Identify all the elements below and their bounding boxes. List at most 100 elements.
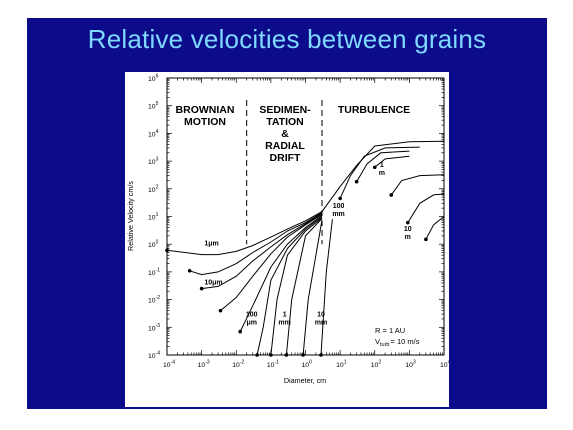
velocity-curve <box>320 219 333 356</box>
region-sedimentation: SEDIMEN- TATION & RADIAL DRIFT <box>259 104 311 164</box>
y-tick-label: 10-2 <box>148 295 160 305</box>
tick-base: 10 <box>148 242 156 249</box>
curve-start-dot <box>187 268 192 273</box>
region-turbulence: TURBULENCE <box>338 104 410 116</box>
region-label-line: & <box>281 128 289 140</box>
tick-exp: 6 <box>156 74 159 80</box>
tick-exp: 1 <box>156 212 159 218</box>
velocity-curve <box>425 216 445 240</box>
velocity-curve <box>270 217 323 356</box>
curve-label-line: mm <box>315 319 327 326</box>
curve-label-line: 100 <box>333 203 345 210</box>
velocity-curve <box>256 216 323 356</box>
curve-label-line: 10 <box>404 226 412 233</box>
tick-exp: 5 <box>156 101 159 107</box>
tick-base: 10 <box>148 104 156 111</box>
x-tick-label: 10-1 <box>267 360 279 370</box>
curve-label-line: 10 <box>317 311 325 318</box>
radius-note: R = 1 AU <box>375 326 405 335</box>
tick-base: 10 <box>302 362 310 369</box>
y-tick-label: 10-3 <box>148 323 160 333</box>
curve-start-dot <box>284 353 289 357</box>
curve-start-dot <box>199 286 204 291</box>
tick-exp: -2 <box>240 360 245 366</box>
curve-start-dot <box>372 165 377 170</box>
tick-exp: -4 <box>156 351 161 357</box>
region-label-line: BROWNIAN <box>176 104 235 116</box>
curve-label-line: m <box>379 170 385 177</box>
slide-title: Relative velocities between grains <box>87 24 487 54</box>
curve-start-dot <box>238 329 242 334</box>
curve-start-dot <box>255 353 259 357</box>
tick-base: 10 <box>440 362 448 369</box>
x-tick-label: 10-2 <box>232 360 244 370</box>
vturb-rest: = 10 m/s <box>391 337 420 346</box>
y-tick-label: 102 <box>148 184 159 194</box>
tick-base: 10 <box>405 362 413 369</box>
curve-start-dot <box>301 353 305 357</box>
tick-base: 10 <box>148 298 156 305</box>
tick-base: 10 <box>232 362 240 369</box>
tick-exp: -1 <box>274 360 279 366</box>
tick-base: 10 <box>148 270 156 277</box>
velocity-curve <box>374 155 410 168</box>
velocity-curve <box>407 193 445 223</box>
velocity-curve <box>201 212 323 290</box>
curve-start-dot <box>338 196 342 201</box>
tick-exp: -4 <box>171 360 176 366</box>
tick-exp: 3 <box>156 157 159 163</box>
curve-start-dot <box>424 237 428 242</box>
tick-marks <box>166 77 445 356</box>
curve-label-line: mm <box>278 319 290 326</box>
velocity-curve <box>189 212 323 276</box>
curve-label-line: μm <box>246 319 257 326</box>
y-axis-title: Relative Velocity cm/s <box>126 181 135 251</box>
curve-start-dot <box>165 248 169 253</box>
curves <box>165 140 445 357</box>
tick-exp: 0 <box>309 360 312 366</box>
vturb-v: V <box>375 337 380 346</box>
region-label-line: TURBULENCE <box>338 104 410 116</box>
tick-base: 10 <box>371 362 379 369</box>
x-tick-label: 10-3 <box>198 360 210 370</box>
tick-labels: 10-4 10-3 10-2 10-1 100 101 102 103 10410-410-31… <box>148 74 449 370</box>
velocity-curve <box>390 174 445 196</box>
curve-label-line: 1 <box>380 162 384 169</box>
y-tick-label: 104 <box>148 129 159 139</box>
y-tick-label: 101 <box>148 212 159 222</box>
x-tick-label: 103 <box>405 360 416 370</box>
x-tick-label: 10-4 <box>163 360 175 370</box>
curve-start-dot <box>319 353 323 357</box>
curve-label: 10μm <box>204 280 222 287</box>
x-tick-label: 104 <box>440 360 449 370</box>
x-tick-label: 102 <box>371 360 382 370</box>
slide: Relative velocities between grains BROWN… <box>27 18 547 409</box>
tick-exp: 2 <box>156 184 159 190</box>
curve-start-dot <box>218 308 223 313</box>
region-label-line: SEDIMEN- <box>259 104 311 116</box>
tick-base: 10 <box>148 325 156 332</box>
curve-label-line: m <box>405 234 411 241</box>
curve-label: 1μm <box>204 240 218 247</box>
tick-base: 10 <box>148 353 156 360</box>
velocity-chart: BROWNIAN MOTION SEDIMEN- TATION & RADIAL… <box>126 74 449 386</box>
y-tick-label: 100 <box>148 240 159 250</box>
tick-base: 10 <box>148 215 156 222</box>
velocity-curve <box>356 150 410 182</box>
tick-exp: 1 <box>344 360 347 366</box>
tick-exp: 4 <box>448 360 449 366</box>
tick-exp: 0 <box>156 240 159 246</box>
y-tick-label: 10-1 <box>148 267 160 277</box>
tick-base: 10 <box>148 76 156 83</box>
tick-base: 10 <box>148 187 156 194</box>
tick-base: 10 <box>163 362 171 369</box>
tick-exp: 2 <box>378 360 381 366</box>
velocity-curve <box>285 218 323 356</box>
region-label-line: TATION <box>266 116 304 128</box>
vturb-note: Vturb= 10 m/s <box>375 337 420 348</box>
tick-exp: 4 <box>156 129 159 135</box>
velocity-curve <box>302 219 323 356</box>
curve-label-line: 1 <box>283 311 287 318</box>
velocity-curve <box>239 214 323 332</box>
